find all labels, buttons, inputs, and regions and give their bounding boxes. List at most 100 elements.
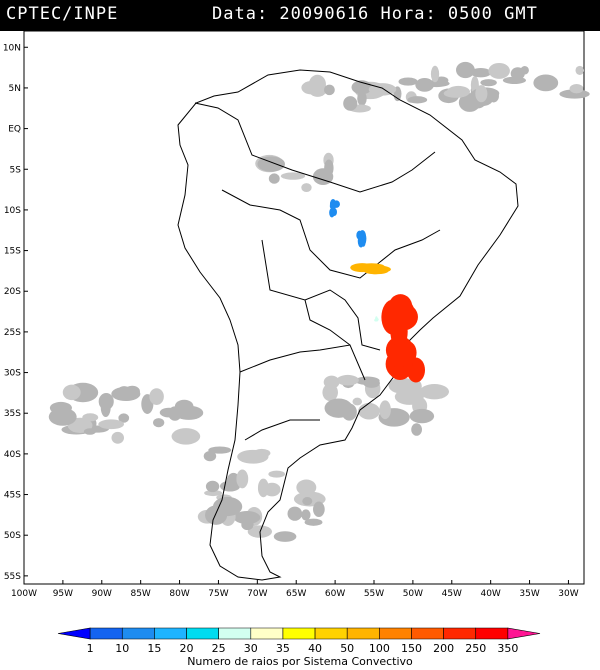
cloud-blob bbox=[480, 79, 497, 87]
scale-tick-label: 10 bbox=[115, 642, 130, 655]
cloud-blob bbox=[301, 509, 311, 521]
storm-system bbox=[360, 235, 366, 247]
cloud-blob bbox=[559, 89, 590, 99]
lat-label: 40S bbox=[4, 450, 21, 460]
lat-label: 15S bbox=[4, 247, 21, 257]
lon-label: 100W bbox=[11, 589, 37, 599]
cloud-blob bbox=[159, 407, 179, 418]
storm-system bbox=[356, 230, 363, 240]
cloud-blob bbox=[280, 172, 306, 180]
storm-system bbox=[332, 208, 337, 216]
scale-tick-label: 100 bbox=[368, 642, 390, 655]
lon-label: 60W bbox=[325, 589, 345, 599]
lat-label: 5S bbox=[10, 165, 22, 175]
lon-label: 70W bbox=[247, 589, 267, 599]
cloud-blob bbox=[411, 423, 422, 436]
color-swatch bbox=[475, 627, 509, 640]
color-swatch bbox=[346, 627, 380, 640]
cloud-blob bbox=[233, 511, 261, 525]
coastline bbox=[177, 69, 519, 581]
cloud-blob bbox=[205, 480, 220, 493]
lon-label: 50W bbox=[403, 589, 423, 599]
scale-tick-label: 150 bbox=[400, 642, 422, 655]
cloud-blob bbox=[575, 65, 585, 76]
scale-tick-label: 30 bbox=[243, 642, 258, 655]
cloud-blob bbox=[312, 168, 334, 185]
cloud-blob bbox=[324, 398, 353, 418]
lat-label: 20S bbox=[4, 287, 21, 297]
cloud-blob bbox=[268, 470, 286, 478]
scale-tick-label: 25 bbox=[211, 642, 226, 655]
datetime-label: Data: 20090616 Hora: 0500 GMT bbox=[212, 4, 538, 24]
cloud-blob bbox=[205, 505, 228, 525]
cloud-blob bbox=[118, 413, 130, 423]
cloud-blob bbox=[241, 519, 254, 531]
storm-system bbox=[399, 341, 417, 365]
lat-label: 5N bbox=[9, 84, 21, 94]
cloud-blob bbox=[98, 392, 114, 411]
color-swatch bbox=[154, 627, 187, 640]
cloud-blob bbox=[446, 85, 471, 98]
scale-tick-label: 200 bbox=[433, 642, 455, 655]
cloud-blob bbox=[48, 407, 77, 426]
color-swatch bbox=[443, 627, 477, 640]
lon-label: 75W bbox=[208, 589, 228, 599]
lat-label: 30S bbox=[4, 369, 21, 379]
cloud-blob bbox=[394, 388, 424, 405]
color-swatch bbox=[121, 627, 155, 640]
cloud-blob bbox=[236, 469, 249, 489]
scale-tick-label: 35 bbox=[275, 642, 290, 655]
cloud-blob bbox=[257, 478, 269, 498]
cloud-blob bbox=[304, 518, 323, 526]
scale-tick-label: 15 bbox=[147, 642, 162, 655]
cloud-blob bbox=[533, 74, 559, 92]
cloud-blob bbox=[273, 531, 297, 542]
color-swatch bbox=[218, 627, 252, 640]
cloud-blob bbox=[357, 91, 367, 106]
cloud-blob bbox=[379, 400, 391, 420]
lat-label: 10S bbox=[4, 206, 21, 216]
cloud-blob bbox=[111, 431, 125, 444]
lon-label: 55W bbox=[364, 589, 384, 599]
cloud-blob bbox=[149, 388, 164, 405]
cloud-blob bbox=[322, 383, 338, 402]
cloud-blob bbox=[204, 489, 223, 497]
cloud-blob bbox=[257, 156, 286, 172]
color-swatch bbox=[411, 627, 444, 640]
scale-tick-label: 20 bbox=[179, 642, 194, 655]
color-swatch bbox=[250, 627, 284, 640]
cloud-blob bbox=[296, 479, 317, 496]
color-swatch bbox=[282, 627, 316, 640]
cloud-blob bbox=[203, 451, 217, 462]
color-swatch bbox=[57, 627, 91, 640]
lat-label: 25S bbox=[4, 328, 21, 338]
cloud-blob bbox=[301, 183, 312, 193]
color-swatch bbox=[186, 627, 219, 640]
cloud-blob bbox=[153, 418, 165, 428]
cloud-blob bbox=[475, 85, 488, 103]
cloud-blob bbox=[324, 84, 335, 96]
lon-label: 40W bbox=[480, 589, 500, 599]
longitude-labels: 100W 95W 90W 85W 80W 75W 70W 65W 60W 55W 50W 45W 40W… bbox=[11, 580, 579, 599]
scale-tick-label: 350 bbox=[497, 642, 519, 655]
cloud-layer bbox=[48, 61, 590, 542]
scale-tick-label: 1 bbox=[86, 642, 94, 655]
scale-tick-label: 40 bbox=[308, 642, 323, 655]
lat-label: 10N bbox=[3, 43, 21, 53]
cloud-blob bbox=[419, 384, 450, 400]
cloud-blob bbox=[352, 397, 363, 406]
lat-label: EQ bbox=[8, 125, 21, 135]
lat-label: 50S bbox=[4, 531, 21, 541]
color-swatch bbox=[89, 627, 123, 640]
cloud-blob bbox=[268, 173, 280, 184]
lon-label: 80W bbox=[169, 589, 189, 599]
cloud-blob bbox=[336, 374, 359, 386]
latitude-labels: 10N 5N EQ 5S 10S 15S 20S 25S 30S 35S 40S 45S 50S 55S bbox=[3, 43, 28, 582]
storm-system bbox=[375, 316, 378, 320]
cloud-blob bbox=[174, 405, 204, 420]
scale-tick-label: 50 bbox=[340, 642, 355, 655]
lon-label: 30W bbox=[558, 589, 578, 599]
cloud-blob bbox=[358, 402, 380, 420]
cloud-blob bbox=[171, 428, 201, 445]
cloud-blob bbox=[98, 419, 125, 430]
